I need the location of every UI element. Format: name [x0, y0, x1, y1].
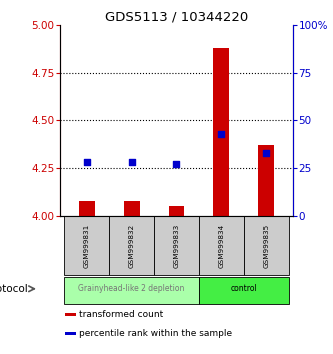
Bar — [199, 216, 244, 275]
Bar — [124, 201, 140, 216]
Text: GSM999835: GSM999835 — [263, 224, 269, 268]
Bar — [258, 145, 274, 216]
Bar — [64, 277, 199, 304]
Point — [219, 131, 224, 137]
Text: percentile rank within the sample: percentile rank within the sample — [79, 329, 232, 338]
Bar — [199, 277, 289, 304]
Text: Grainyhead-like 2 depletion: Grainyhead-like 2 depletion — [79, 284, 185, 293]
Text: GSM999833: GSM999833 — [173, 224, 179, 268]
Point — [174, 161, 179, 167]
Bar — [244, 216, 289, 275]
Title: GDS5113 / 10344220: GDS5113 / 10344220 — [105, 11, 248, 24]
Text: protocol: protocol — [0, 284, 27, 294]
Point — [263, 150, 269, 156]
Bar — [65, 332, 76, 335]
Text: control: control — [230, 284, 257, 293]
Bar — [213, 48, 229, 216]
Bar — [154, 216, 199, 275]
Bar — [79, 201, 95, 216]
Bar — [65, 313, 76, 316]
Point — [84, 160, 90, 165]
Text: GSM999831: GSM999831 — [84, 224, 90, 268]
Text: transformed count: transformed count — [79, 310, 163, 319]
Point — [129, 160, 134, 165]
Bar — [109, 216, 154, 275]
Bar — [168, 206, 184, 216]
Bar — [64, 216, 109, 275]
Text: GSM999832: GSM999832 — [129, 224, 135, 268]
Text: GSM999834: GSM999834 — [218, 224, 224, 268]
